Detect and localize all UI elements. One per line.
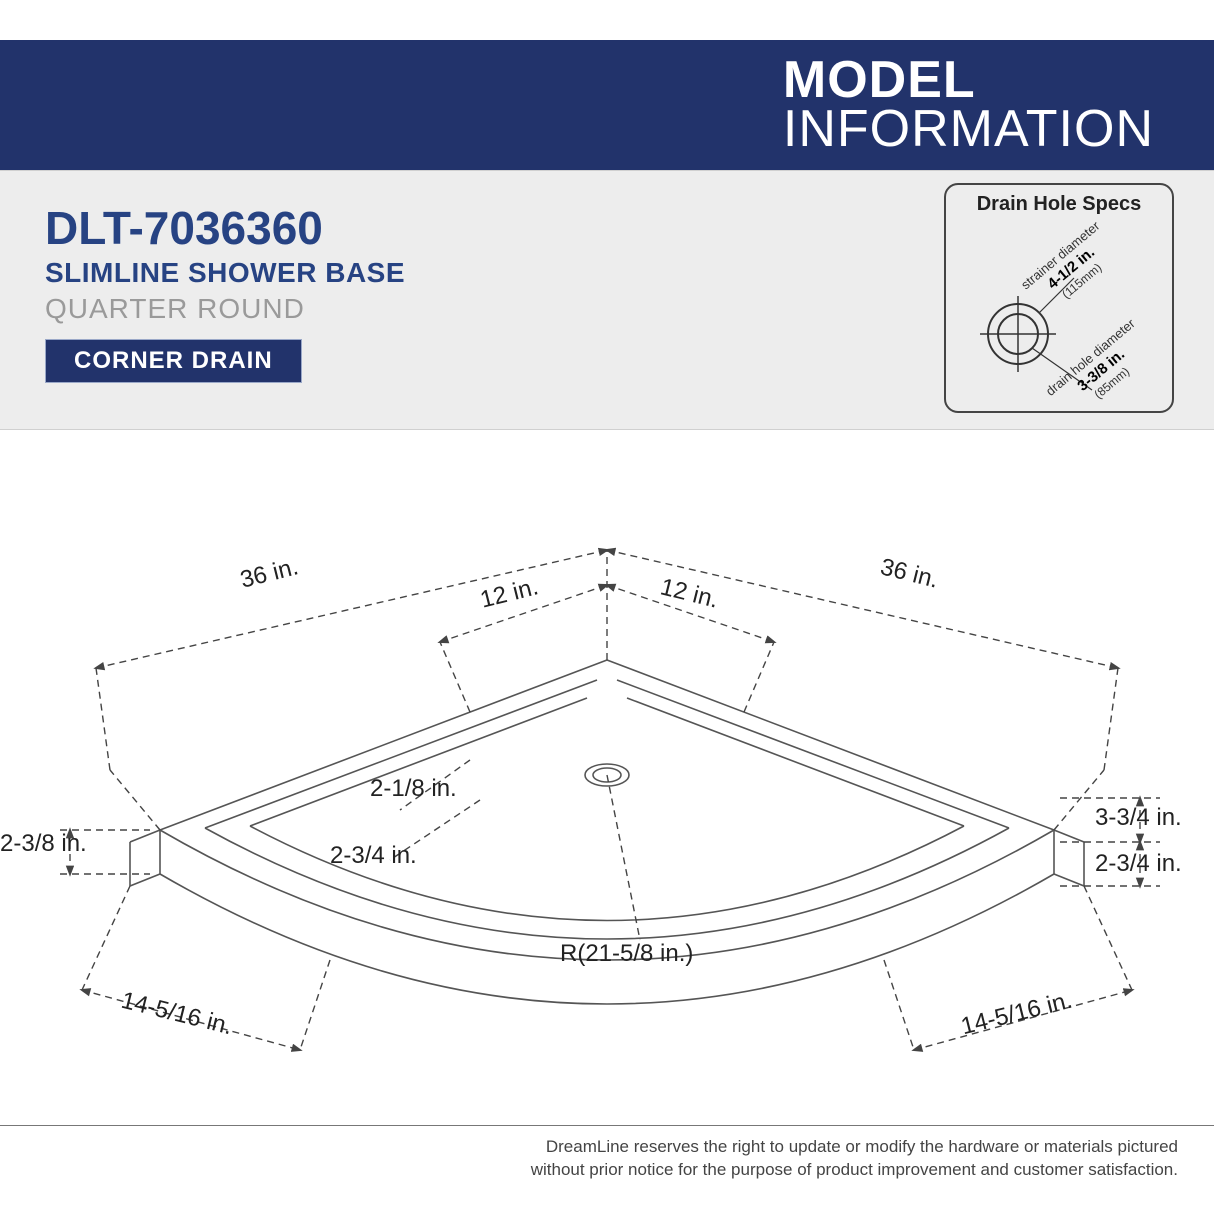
footer-line2: without prior notice for the purpose of … <box>36 1159 1178 1182</box>
header-band: MODEL INFORMATION <box>0 40 1214 170</box>
info-band: DLT-7036360 SLIMLINE SHOWER BASE QUARTER… <box>0 170 1214 430</box>
footer: DreamLine reserves the right to update o… <box>0 1125 1214 1182</box>
header-title: MODEL INFORMATION <box>783 56 1154 155</box>
dim-inner-step: 2-3/4 in. <box>330 842 417 870</box>
dim-inner-lip: 2-1/8 in. <box>370 775 457 803</box>
footer-line1: DreamLine reserves the right to update o… <box>36 1136 1178 1159</box>
dim-right-lower: 2-3/4 in. <box>1095 850 1182 878</box>
model-number: DLT-7036360 <box>45 201 405 255</box>
drain-specs-title: Drain Hole Specs <box>946 193 1172 216</box>
header-line1: MODEL <box>783 56 1154 105</box>
drain-specs-box: Drain Hole Specs strainer diameter 4-1/2… <box>944 183 1174 413</box>
model-block: DLT-7036360 SLIMLINE SHOWER BASE QUARTER… <box>45 201 405 383</box>
drain-badge: CORNER DRAIN <box>45 339 302 383</box>
header-line2: INFORMATION <box>783 105 1154 154</box>
shape-name: QUARTER ROUND <box>45 293 405 325</box>
drain-specs-svg: strainer diameter 4-1/2 in. (115mm) drai… <box>946 216 1172 411</box>
dim-radius: R(21-5/8 in.) <box>560 940 693 968</box>
diagram-area: 36 in. 12 in. 12 in. 36 in. 2-3/8 in. 2-… <box>0 430 1214 1124</box>
dim-right-upper: 3-3/4 in. <box>1095 804 1182 832</box>
dim-left-side: 2-3/8 in. <box>0 830 87 858</box>
product-name: SLIMLINE SHOWER BASE <box>45 257 405 289</box>
